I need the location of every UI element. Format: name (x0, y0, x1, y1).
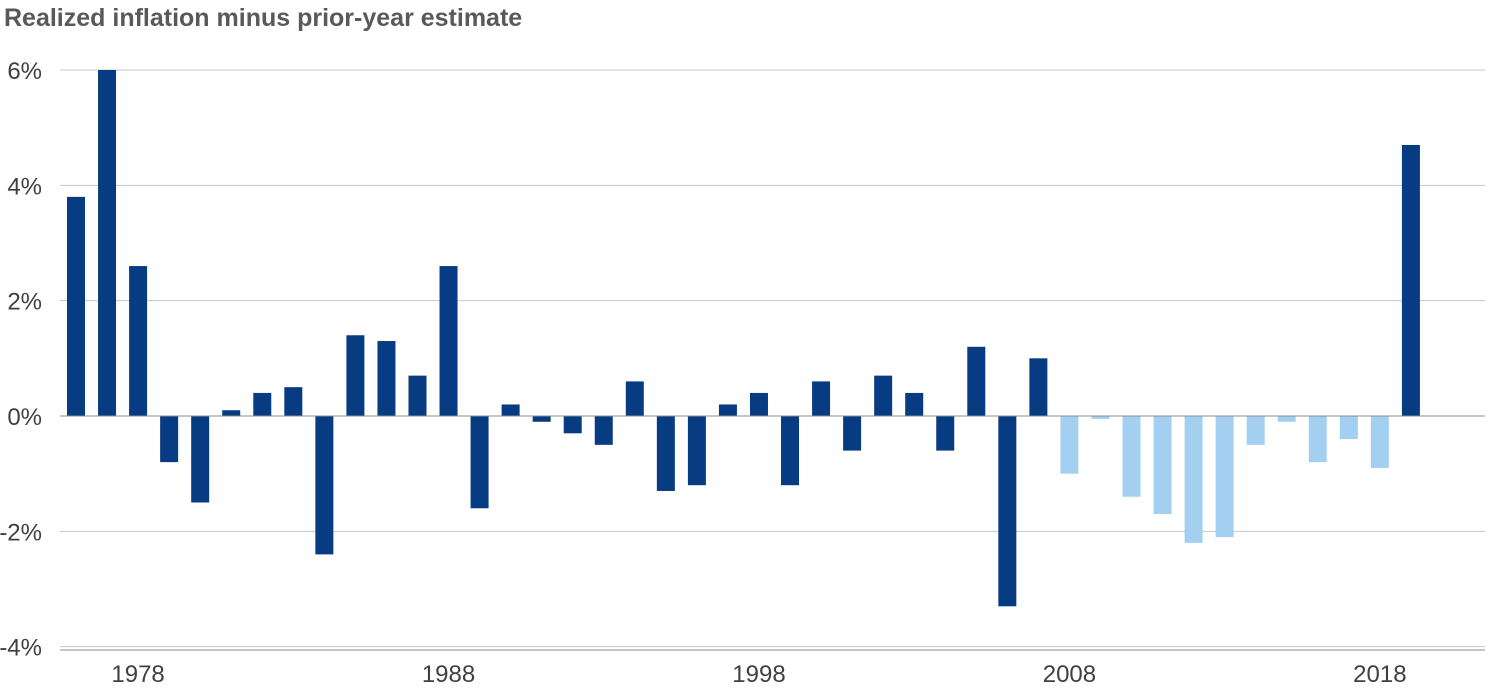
bar (656, 416, 675, 491)
x-tick-label: 2018 (1353, 661, 1406, 688)
bar (594, 416, 613, 445)
x-tick-label: 1988 (422, 661, 475, 688)
bars (67, 70, 1420, 607)
x-axis-ticks: 1978 1988 1998 2008 2018 (111, 661, 1406, 688)
bar (563, 416, 582, 434)
bar (315, 416, 334, 555)
bar (998, 416, 1017, 607)
bar (377, 341, 396, 416)
bar (1122, 416, 1141, 497)
bar (781, 416, 800, 486)
bar (67, 196, 85, 416)
bar (1339, 416, 1358, 440)
y-axis-ticks: 6% 4% 2% 0% -2% -4% (0, 58, 42, 662)
bar (749, 392, 768, 416)
y-tick-label: 6% (7, 58, 42, 85)
bar (346, 335, 365, 416)
bar (98, 70, 117, 416)
bar (253, 392, 272, 416)
gridlines (60, 69, 1485, 648)
bar (1215, 416, 1234, 538)
bar (967, 346, 986, 416)
y-tick-label: 0% (7, 404, 42, 431)
y-tick-label: 4% (7, 173, 42, 200)
bar (812, 381, 831, 416)
bar (408, 375, 427, 416)
bar (1308, 416, 1327, 463)
x-axis (60, 415, 1485, 651)
bar (160, 416, 179, 463)
bar (1401, 144, 1420, 416)
bar (1370, 416, 1389, 468)
bar (843, 416, 862, 451)
x-tick-label: 1978 (111, 661, 164, 688)
bar (470, 416, 489, 509)
x-tick-label: 2008 (1043, 661, 1096, 688)
bar (625, 381, 644, 416)
bar (1277, 416, 1296, 422)
bar (1029, 358, 1048, 416)
bar (1153, 416, 1172, 515)
bar (905, 392, 924, 416)
bar (936, 416, 955, 451)
bar (874, 375, 893, 416)
y-tick-label: -4% (0, 635, 42, 662)
bar (718, 404, 737, 416)
bar (222, 410, 241, 416)
bar (687, 416, 706, 486)
bar (1184, 416, 1203, 543)
bar (1091, 416, 1110, 419)
chart-title: Realized inflation minus prior-year esti… (4, 4, 522, 32)
bar (1060, 416, 1079, 474)
bar (501, 404, 520, 416)
x-tick-label: 1998 (732, 661, 785, 688)
bar (1246, 416, 1265, 445)
y-tick-label: -2% (0, 519, 42, 546)
bar (129, 266, 148, 416)
bar (191, 416, 210, 503)
y-tick-label: 2% (7, 289, 42, 316)
bar (532, 416, 551, 422)
bar (284, 387, 303, 416)
bar (439, 266, 458, 416)
